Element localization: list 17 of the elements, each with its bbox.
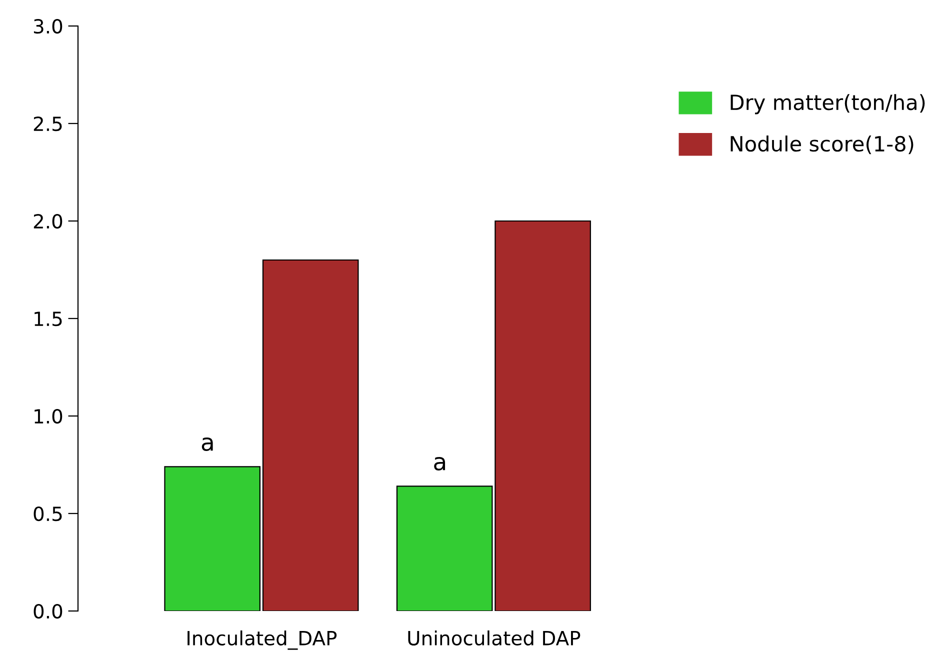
- bar: [494, 220, 591, 611]
- y-tick-label: 0.0: [34, 604, 62, 619]
- y-tick-label: 1.5: [34, 312, 62, 326]
- y-tick-label: 2.0: [34, 214, 62, 229]
- y-tick-label: 0.5: [34, 506, 62, 522]
- x-tick-label: Uninoculated DAP: [408, 630, 580, 646]
- y-tick-label: 1.0: [34, 408, 62, 424]
- legend-label: Dry matter(ton/ha): [730, 94, 925, 114]
- annotation: a: [434, 456, 446, 471]
- legend-label: Nodule score(1-8): [730, 136, 914, 154]
- y-tick-label: 2.5: [34, 116, 62, 132]
- bar: [262, 259, 359, 611]
- bar: [396, 486, 493, 611]
- annotation: a: [202, 437, 213, 452]
- bar: [164, 466, 261, 611]
- y-tick-label: 3.0: [34, 18, 62, 34]
- x-tick-label: Inoculated_DAP: [188, 630, 337, 650]
